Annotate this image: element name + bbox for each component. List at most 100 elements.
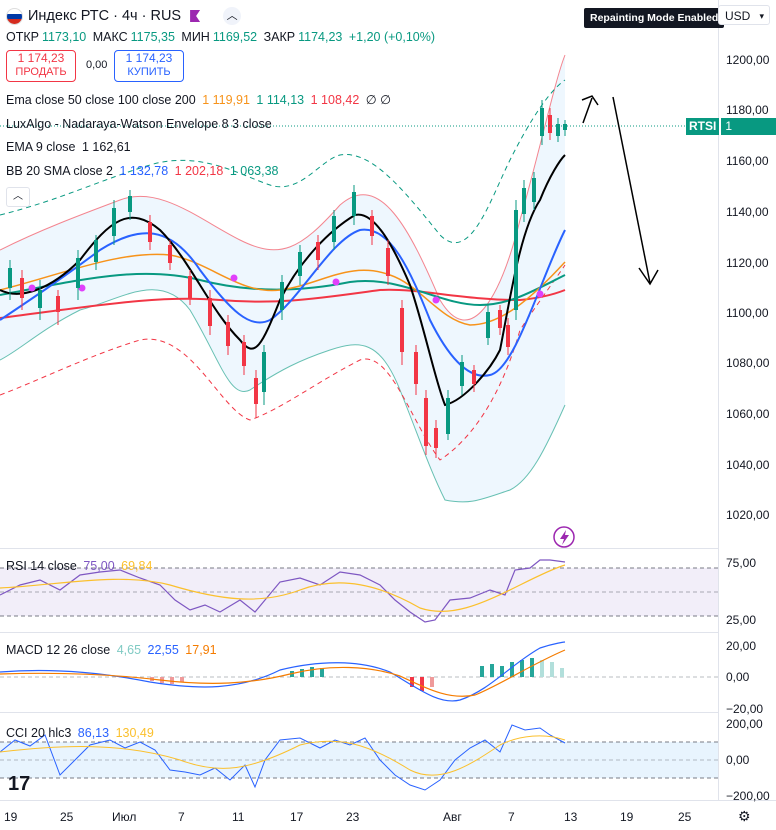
luxalgo-name: LuxAlgo - Nadaraya-Watson Envelope 8 3 c… xyxy=(6,117,272,131)
time-tick: 13 xyxy=(564,810,578,824)
open-label: ОТКР xyxy=(6,30,39,44)
bb-basis-line xyxy=(0,228,566,377)
pane-divider[interactable] xyxy=(0,712,718,713)
time-tick: 19 xyxy=(4,810,18,824)
alert-lightning-icon xyxy=(553,526,575,548)
pane-divider[interactable] xyxy=(0,548,718,549)
close-label: ЗАКР xyxy=(263,30,296,44)
svg-text:17: 17 xyxy=(8,773,30,795)
ema-multi-name: Ema close 50 close 100 close 200 xyxy=(6,93,196,107)
price-tick: 1160,00 xyxy=(726,154,769,168)
candles xyxy=(8,100,567,458)
tradingview-logo: 17 xyxy=(8,773,30,795)
price-tick: 1020,00 xyxy=(726,508,770,522)
ema50-line xyxy=(0,253,566,326)
macd-axis-tick: −20,00 xyxy=(726,702,764,716)
time-tick: 17 xyxy=(290,810,304,824)
signal-line xyxy=(0,649,566,697)
buy-price: 1 174,23 xyxy=(125,51,173,65)
rsi-name: RSI 14 close xyxy=(6,559,77,573)
cci-name: CCI 20 hlc3 xyxy=(6,726,72,740)
settings-gear-icon[interactable]: ⚙ xyxy=(738,808,751,824)
cci-axis-tick: −200,00 xyxy=(726,789,770,803)
macd-axis-tick: 20,00 xyxy=(726,639,757,653)
time-tick: Июл xyxy=(112,810,137,824)
change-value: +1,20 (+0,10%) xyxy=(348,30,436,44)
cci-ma-line xyxy=(0,735,566,776)
cci-axis-tick: 0,00 xyxy=(726,753,750,767)
time-tick: 25 xyxy=(60,810,74,824)
bb-basis-value: 1 132,78 xyxy=(119,164,169,178)
ema-multi-legend[interactable]: Ema close 50 close 100 close 200 1 119,9… xyxy=(6,92,394,107)
price-tick: 1100,00 xyxy=(726,306,769,320)
time-tick: 25 xyxy=(678,810,692,824)
bb-upper-line xyxy=(0,54,566,321)
ema100-line xyxy=(0,272,566,307)
open-value: 1173,10 xyxy=(41,30,87,44)
price-tick: 1180,00 xyxy=(726,103,769,117)
time-tick: 19 xyxy=(620,810,634,824)
macd-legend[interactable]: MACD 12 26 close 4,65 22,55 17,91 xyxy=(6,643,220,657)
macd-value: 22,55 xyxy=(147,643,179,657)
time-axis-divider xyxy=(0,800,776,801)
sell-price: 1 174,23 xyxy=(17,51,65,65)
ema100-value: 1 114,13 xyxy=(256,93,305,107)
rsi-value: 75,00 xyxy=(83,559,115,573)
macd-line xyxy=(0,641,566,702)
bb-upper-value: 1 202,18 xyxy=(174,164,224,178)
sell-button[interactable]: 1 174,23 ПРОДАТЬ xyxy=(6,50,76,82)
cci-axis-tick: 200,00 xyxy=(726,717,763,731)
envelope-upper xyxy=(0,79,566,244)
close-value: 1174,23 xyxy=(298,30,343,44)
macd-hist-value: 4,65 xyxy=(116,643,142,657)
price-tick: 1060,00 xyxy=(726,407,770,421)
buy-label: КУПИТЬ xyxy=(127,66,171,78)
rsi-legend[interactable]: RSI 14 close 75,00 69,84 xyxy=(6,559,155,573)
ema9-value: 1 162,61 xyxy=(81,140,131,154)
buy-button[interactable]: 1 174,23 КУПИТЬ xyxy=(114,50,184,82)
spread-value: 0,00 xyxy=(86,59,108,71)
price-tick: 1140,00 xyxy=(726,205,769,219)
high-label: МАКС xyxy=(92,30,128,44)
price-axis[interactable] xyxy=(718,0,776,800)
rsi-ma-value: 69,84 xyxy=(121,559,153,573)
chevron-up-icon[interactable]: ︿ xyxy=(223,7,242,25)
flag-marker-icon[interactable] xyxy=(190,10,201,22)
collapse-legend-button[interactable]: ︿ xyxy=(6,187,30,207)
cci-ma-value: 130,49 xyxy=(115,726,154,740)
symbol-title[interactable]: Индекс РТС · 4ч · RUS xyxy=(28,8,182,24)
bb-lower-value: 1 063,38 xyxy=(229,164,279,178)
bb-legend[interactable]: BB 20 SMA close 2 1 132,78 1 202,18 1 06… xyxy=(6,164,281,178)
price-tick: 1040,00 xyxy=(726,458,770,472)
time-tick: 7 xyxy=(508,810,515,824)
sell-label: ПРОДАТЬ xyxy=(15,66,67,78)
ema9-legend[interactable]: EMA 9 close 1 162,61 xyxy=(6,140,134,154)
time-tick: 7 xyxy=(178,810,185,824)
luxalgo-legend[interactable]: LuxAlgo - Nadaraya-Watson Envelope 8 3 c… xyxy=(6,117,275,131)
ema50-value: 1 119,91 xyxy=(202,93,250,107)
currency-select[interactable]: USD ▾ xyxy=(718,5,770,25)
current-price-tag: RTSI 1 174,23 xyxy=(686,118,776,150)
pane-divider[interactable] xyxy=(0,632,718,633)
time-tick: Авг xyxy=(443,810,462,824)
ohlc-legend: ОТКР 1173,10 МАКС 1175,35 МИН 1169,52 ЗАКР 1… xyxy=(6,30,438,44)
ema9-name: EMA 9 close xyxy=(6,140,76,154)
ema-na-values: ∅ ∅ xyxy=(365,93,392,107)
repaint-badge: Repainting Mode Enabled xyxy=(584,8,725,28)
signal-value: 17,91 xyxy=(185,643,217,657)
high-value: 1175,35 xyxy=(130,30,175,44)
low-label: МИН xyxy=(181,30,210,44)
cci-legend[interactable]: CCI 20 hlc3 86,13 130,49 xyxy=(6,726,157,740)
macd-name: MACD 12 26 close xyxy=(6,643,111,657)
ema200-line xyxy=(0,288,566,319)
cci-value: 86,13 xyxy=(77,726,110,740)
symbol-header: Индекс РТС · 4ч · RUS ︿ xyxy=(6,7,242,25)
price-tick: 1200,00 xyxy=(726,53,770,67)
time-tick: 11 xyxy=(232,810,245,824)
low-value: 1169,52 xyxy=(212,30,258,44)
current-price-value: 1 174,23 xyxy=(721,118,776,150)
cci-line xyxy=(0,724,566,791)
price-tick: 1120,00 xyxy=(726,256,769,270)
ru-flag-icon xyxy=(6,7,23,25)
